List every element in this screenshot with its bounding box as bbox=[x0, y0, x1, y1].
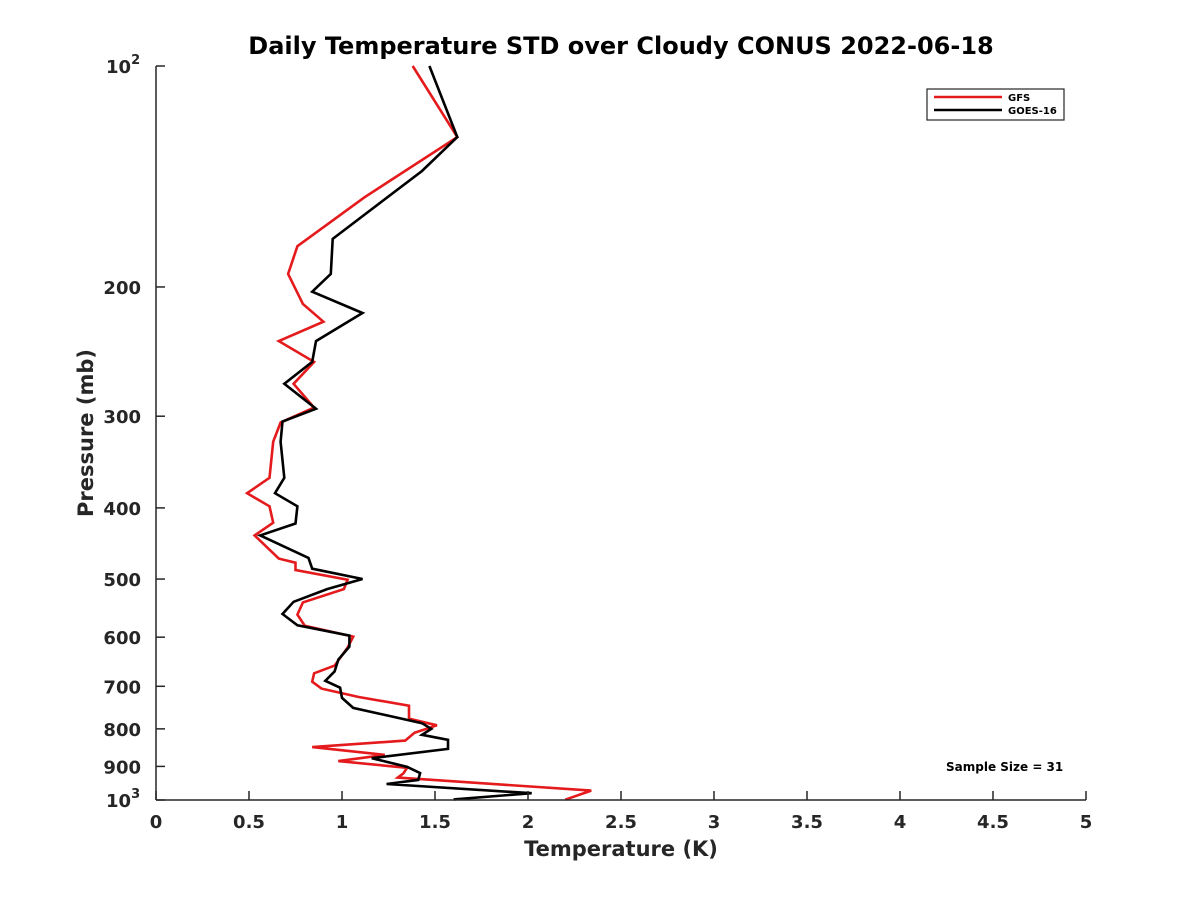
x-tick-label: 3.5 bbox=[791, 812, 823, 833]
x-tick-label: 0.5 bbox=[233, 812, 265, 833]
y-tick-label: 200 bbox=[103, 278, 141, 299]
series-line-gfs bbox=[244, 65, 592, 801]
x-tick-label: 0 bbox=[150, 812, 163, 833]
x-tick-label: 4.5 bbox=[977, 812, 1009, 833]
y-axis-label: Pressure (mb) bbox=[74, 349, 98, 517]
x-axis-label: Temperature (K) bbox=[524, 837, 718, 861]
y-tick-label: 700 bbox=[103, 677, 141, 698]
y-tick-label: 500 bbox=[103, 570, 141, 591]
y-tick-label-exponent: 2 bbox=[131, 53, 140, 68]
y-tick-label-base: 10 bbox=[106, 57, 131, 78]
x-ticks: 0 0.5 1 1.5 2 2.5 3 3.5 4 4.5 5 bbox=[150, 791, 1093, 833]
legend: GFS GOES-16 bbox=[926, 88, 1065, 121]
x-tick-label: 3 bbox=[708, 812, 721, 833]
legend-box bbox=[926, 88, 1065, 121]
x-tick-label: 5 bbox=[1080, 812, 1093, 833]
y-tick-label: 102 bbox=[106, 53, 140, 78]
y-tick-label: 400 bbox=[103, 499, 141, 520]
y-tick-label: 800 bbox=[103, 720, 141, 741]
plot-area: 0 0.5 1 1.5 2 2.5 3 3.5 4 4.5 5 102200300400500600… bbox=[103, 53, 1092, 833]
x-tick-label: 1 bbox=[336, 812, 349, 833]
legend-label-gfs: GFS bbox=[1008, 93, 1030, 104]
legend-label-goes16: GOES-16 bbox=[1008, 106, 1057, 117]
x-tick-label: 2 bbox=[522, 812, 535, 833]
y-tick-label: 300 bbox=[103, 407, 141, 428]
x-tick-label: 1.5 bbox=[419, 812, 451, 833]
y-tick-label-exponent: 3 bbox=[131, 787, 140, 802]
y-tick-label-base: 10 bbox=[106, 791, 131, 812]
series-line-goes16 bbox=[256, 65, 532, 801]
y-tick-label: 600 bbox=[103, 628, 141, 649]
chart-title: Daily Temperature STD over Cloudy CONUS … bbox=[248, 32, 993, 60]
x-tick-label: 4 bbox=[894, 812, 907, 833]
y-tick-label: 103 bbox=[106, 787, 140, 812]
x-tick-label: 2.5 bbox=[605, 812, 637, 833]
series-layer bbox=[244, 65, 592, 801]
sample-size-annotation: Sample Size = 31 bbox=[946, 760, 1063, 774]
y-tick-label: 900 bbox=[103, 757, 141, 778]
